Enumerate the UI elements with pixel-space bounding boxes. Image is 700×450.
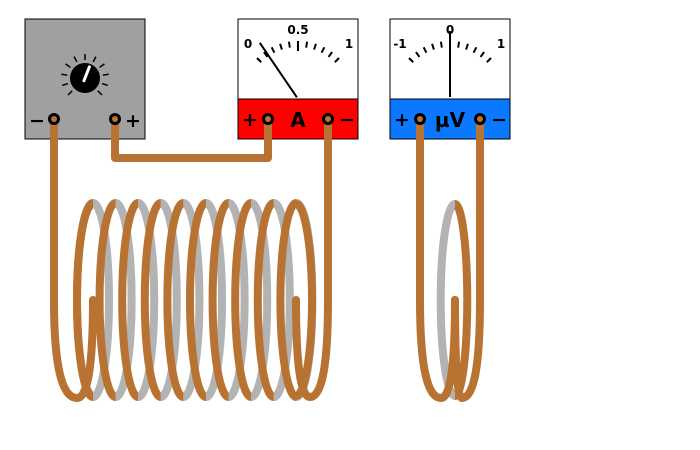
voltmeter-band	[389, 98, 511, 140]
coil-loop-front	[163, 199, 185, 401]
meter-tick	[457, 41, 461, 48]
voltmeter-positive-label: +	[394, 109, 410, 131]
terminal-wire-end	[325, 116, 331, 122]
supply-negative-wire	[50, 116, 97, 402]
meter-tick	[327, 51, 333, 58]
power-supply: − +	[24, 18, 146, 140]
voltmeter-negative-wire	[451, 116, 484, 402]
coil-loop-back	[182, 199, 204, 401]
meter-tick	[313, 43, 317, 50]
terminal-wire-end	[265, 116, 271, 122]
knob-tick	[99, 63, 105, 69]
ammeter-band	[237, 98, 359, 140]
coil-loop-back	[250, 199, 272, 401]
meter-tick	[472, 46, 478, 54]
coil-loop-back	[204, 199, 226, 401]
coil-last-front	[294, 200, 316, 400]
terminal-wire-end	[112, 116, 118, 122]
knob-tick	[67, 90, 73, 96]
coil-loop-front	[276, 199, 298, 401]
knob-pointer	[82, 65, 91, 83]
coil-loop-back	[137, 199, 159, 401]
knob-tick	[92, 56, 97, 63]
coil-end-front	[73, 200, 95, 400]
voltmeter-positive-wire	[416, 116, 459, 402]
meter-tick	[270, 46, 276, 54]
coil-loop-front	[231, 199, 253, 401]
ammeter-scale-mid: 0.5	[287, 23, 308, 37]
ammeter: 0 0.5 1 + A −	[237, 18, 359, 140]
ammeter-positive-label: +	[242, 109, 258, 131]
knob-scale	[61, 54, 109, 96]
coil-loop-back	[227, 199, 249, 401]
power-knob[interactable]	[70, 63, 100, 93]
terminal-wire-end	[477, 116, 483, 122]
meter-tick	[465, 43, 469, 50]
terminals	[48, 113, 486, 125]
voltmeter-unit: µV	[435, 108, 466, 132]
ammeter-scale-max: 1	[345, 37, 353, 51]
coil-loop-front	[253, 199, 275, 401]
meter-tick	[431, 43, 435, 50]
voltmeter-scale-min: -1	[393, 37, 406, 51]
coil-loop-front	[118, 199, 140, 401]
ammeter-negative-wire	[292, 116, 332, 401]
meter-tick	[415, 51, 421, 58]
ammeter-scale	[256, 41, 340, 63]
meter-tick	[279, 43, 283, 50]
voltmeter-scale-mid: 0	[446, 23, 454, 37]
supply-negative-label: −	[29, 110, 45, 132]
knob-tick	[61, 82, 69, 87]
primary-coil-front	[73, 199, 316, 401]
meter-tick	[263, 51, 269, 58]
meter-tick	[256, 57, 262, 63]
coil-loop-back	[272, 199, 294, 401]
meter-tick	[305, 41, 309, 48]
coil-loop-back	[159, 199, 181, 401]
meter-tick	[422, 46, 428, 54]
coil-loop-front	[95, 199, 117, 401]
voltmeter-negative-label: −	[491, 109, 507, 131]
secondary-coil-front	[453, 200, 472, 400]
knob-tick	[65, 63, 71, 69]
knob-tick	[101, 82, 109, 87]
knob-tick	[73, 56, 78, 63]
microvoltmeter: -1 0 1 + µV −	[389, 18, 511, 140]
coil-loop-front	[186, 199, 208, 401]
voltmeter-scale-max: 1	[497, 37, 505, 51]
wiring	[50, 116, 484, 402]
ammeter-negative-label: −	[339, 109, 355, 131]
meter-tick	[486, 57, 492, 63]
coil-loop-front	[208, 199, 230, 401]
meter-tick	[439, 41, 443, 48]
coil-loop-back	[91, 199, 113, 401]
meter-tick	[320, 46, 326, 54]
ammeter-unit: A	[290, 108, 306, 132]
ammeter-needle	[258, 42, 298, 98]
terminal-wire-end	[51, 116, 57, 122]
ammeter-scale-min: 0	[244, 37, 252, 51]
knob-tick	[102, 73, 109, 76]
secondary-loop-front	[453, 200, 472, 400]
supply-to-ammeter-wire	[111, 116, 272, 162]
knob-tick	[97, 90, 103, 96]
meter-tick	[334, 57, 340, 63]
coil-loop-front	[140, 199, 162, 401]
knob-tick	[61, 73, 68, 76]
coil-loop-back	[114, 199, 136, 401]
meter-tick	[408, 57, 414, 63]
terminal-wire-end	[417, 116, 423, 122]
meter-tick	[479, 51, 485, 58]
meter-tick	[287, 41, 291, 48]
supply-positive-label: +	[125, 110, 141, 132]
